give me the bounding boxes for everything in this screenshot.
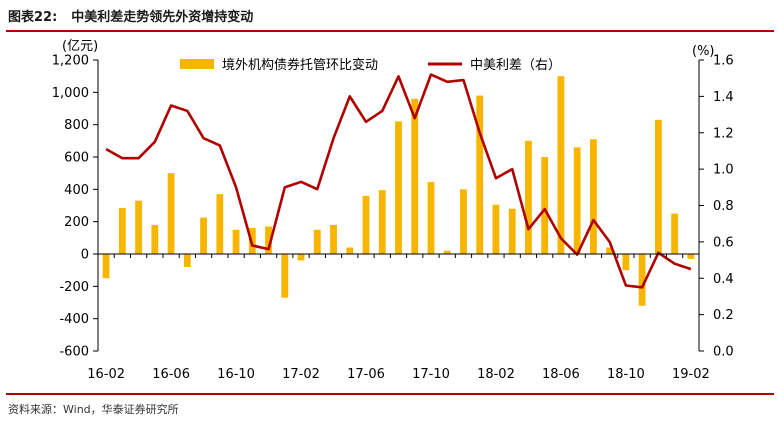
figure-title-text: 中美利差走势领先外资增持变动 [71,10,254,25]
bar [167,173,175,254]
bar [476,95,484,254]
x-tick-label: 16-02 [87,367,125,382]
bar [411,98,419,254]
bar [135,200,143,254]
bar [671,213,679,254]
x-tick-label: 18-02 [477,367,515,382]
bar [297,254,305,261]
right-tick-label: 0.6 [713,235,734,250]
bar [232,229,240,254]
right-tick-label: 0.8 [713,199,734,214]
x-tick-label: 17-06 [347,367,385,382]
bar [378,190,386,254]
bar [687,254,695,259]
bar [216,194,224,254]
left-tick-label: 400 [64,183,89,198]
bar [118,207,126,254]
bar [395,121,402,255]
bar [265,226,272,254]
left-tick-label: 200 [64,215,89,230]
bar [541,157,549,254]
bar [281,254,289,298]
line-series [105,73,692,289]
x-tick-label: 18-06 [542,367,580,382]
right-tick-label: 0.4 [713,272,734,287]
bar [492,204,500,254]
right-tick-label: 0.2 [713,308,734,323]
right-axis-unit: (%) [692,44,715,59]
legend: 境外机构债券托管环比变动 中美利差（右） [180,57,561,73]
spread-line [105,73,692,289]
bar [525,140,532,254]
x-tick-label: 18-10 [607,367,645,382]
left-tick-label: -200 [59,280,89,295]
right-tick-label: 1.2 [713,126,734,141]
bar [573,147,581,254]
title-rule [6,30,774,32]
bar [638,254,646,306]
figure-title: 图表22: 中美利差走势领先外资增持变动 [8,6,253,25]
bar [183,254,191,267]
bar [654,119,662,254]
bar [622,254,630,271]
bar [508,208,516,254]
left-tick-label: -600 [59,345,89,360]
x-tick-label: 16-10 [217,367,255,382]
x-axis: 16-02 16-06 16-10 17-02 17-06 17-10 18-02 18-06… [87,253,710,382]
left-axis: -600 -400 -200 0 200 400 600 800 1,000 1,200 [52,54,99,360]
left-tick-label: 600 [64,151,89,166]
bar [362,195,370,254]
source-note: 资料来源：Wind，华泰证券研究所 [8,403,179,416]
bar [443,250,451,254]
legend-bar-swatch [180,59,214,69]
bar [590,139,597,254]
right-tick-label: 1.0 [713,163,734,178]
bar [102,254,110,279]
right-tick-label: 0.0 [713,345,734,360]
x-tick-label: 19-02 [672,367,710,382]
legend-line-label: 中美利差（右） [470,58,561,73]
bar [330,224,337,254]
x-tick-label: 16-06 [152,367,190,382]
left-tick-label: 1,000 [52,86,89,101]
bar [200,217,207,255]
bar-series [102,76,695,306]
left-tick-label: 800 [64,118,89,133]
right-tick-label: 1.6 [713,54,734,69]
left-axis-unit: (亿元) [62,39,98,54]
left-tick-label: 0 [81,248,89,263]
bar [346,247,354,254]
x-tick-label: 17-10 [412,367,450,382]
bar [606,247,614,254]
source-rule [6,393,774,395]
left-tick-label: -400 [59,312,89,327]
figure-number: 图表22: [8,10,58,25]
right-tick-label: 1.4 [713,90,734,105]
left-tick-label: 1,200 [52,54,89,69]
legend-bar-label: 境外机构债券托管环比变动 [222,57,378,73]
bar [313,229,321,254]
bar [460,189,467,254]
right-axis: 0.0 0.2 0.4 0.6 0.8 1.0 1.2 1.4 1.6 [698,54,734,360]
x-tick-label: 17-02 [282,367,320,382]
bar [427,182,435,254]
bar [151,224,159,254]
bar [557,76,565,254]
